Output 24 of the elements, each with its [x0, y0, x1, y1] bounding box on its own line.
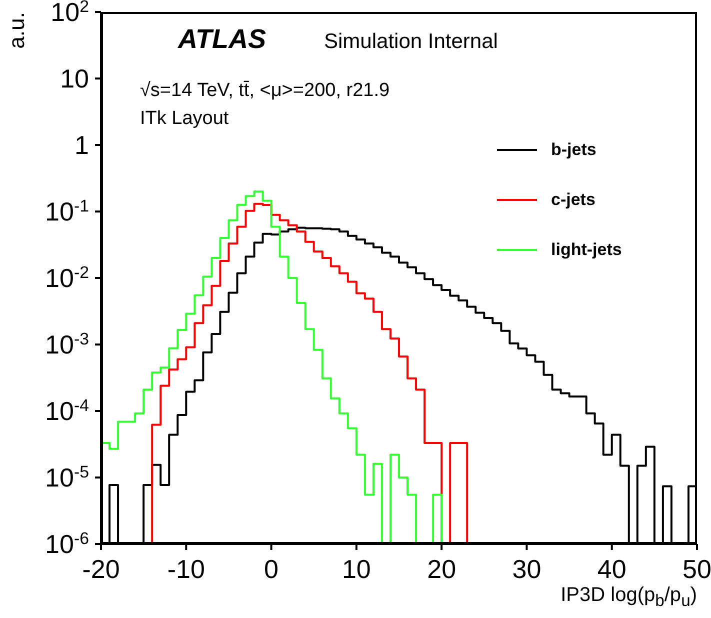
x-tick-label: 20 [427, 554, 456, 584]
x-tick-label: 40 [597, 554, 626, 584]
y-axis-title: a.u. [4, 12, 30, 49]
y-tick-label: 10$^{-4}$ [45, 396, 89, 426]
y-tick-label: 10$^{-2}$ [45, 262, 89, 293]
y-tick-label: 1 [74, 130, 89, 160]
legend-label: c-jets [551, 190, 596, 210]
x-tick-label: 30 [512, 554, 542, 584]
x-tick-label: 0 [264, 554, 279, 584]
y-tick-label: 10$^{2}$ [50, 0, 89, 27]
annotation: Simulation Internal [324, 30, 498, 54]
annotation: ATLAS [178, 24, 266, 55]
x-tick-label: 50 [682, 554, 711, 584]
y-tick-label: 10$^{-1}$ [45, 196, 89, 226]
y-tick-label: 10 [60, 64, 89, 94]
x-tick-label: 10 [342, 554, 371, 584]
annotation: ITk Layout [140, 108, 229, 130]
y-tick-label: 10$^{-5}$ [45, 462, 89, 492]
legend-label: light-jets [551, 240, 622, 260]
y-tick-label: 10$^{-3}$ [45, 329, 89, 360]
x-axis-title: IP3D log(p$_{b}$/p$_{u}$) [560, 584, 697, 611]
legend-label: b-jets [551, 140, 596, 160]
x-tick-label: -10 [167, 554, 205, 584]
annotation: √s=14 TeV, tt̄, <μ>=200, r21.9 [140, 80, 390, 102]
